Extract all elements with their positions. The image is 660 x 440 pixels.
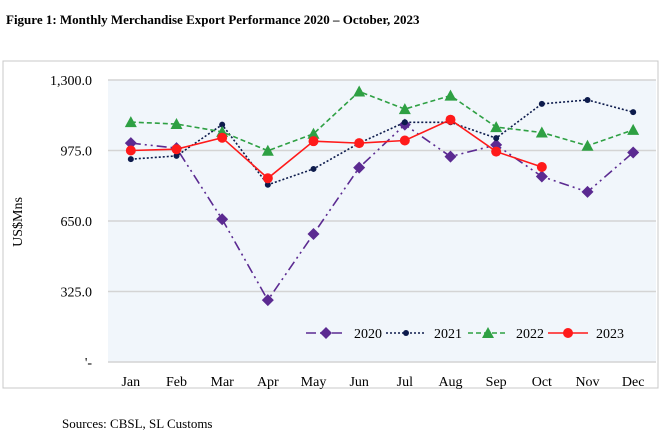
data-point xyxy=(581,139,594,151)
data-point xyxy=(124,137,137,150)
legend-item-2021: 2021 xyxy=(386,327,462,342)
data-point xyxy=(444,150,457,163)
data-point xyxy=(170,118,183,130)
data-point xyxy=(399,135,410,146)
series-line xyxy=(130,123,634,302)
x-tick-label: Feb xyxy=(166,375,187,390)
data-point xyxy=(173,152,180,159)
data-point xyxy=(563,328,573,338)
x-tick-label: Oct xyxy=(532,375,552,390)
x-tick-label: Mar xyxy=(211,375,235,390)
data-point xyxy=(307,127,320,139)
data-point xyxy=(262,173,273,184)
data-point xyxy=(581,185,594,198)
data-point xyxy=(493,135,500,142)
legend-item-2022: 2022 xyxy=(468,327,544,342)
data-point xyxy=(627,123,640,135)
y-tick-label: 975.0 xyxy=(61,145,93,160)
series-2023 xyxy=(125,114,547,184)
data-point xyxy=(217,132,228,143)
series-line xyxy=(130,90,634,152)
data-point xyxy=(320,327,332,339)
x-tick-label: Apr xyxy=(257,375,279,390)
data-point xyxy=(490,121,503,133)
data-point xyxy=(627,146,640,159)
legend-label: 2023 xyxy=(596,327,624,342)
data-point xyxy=(216,213,229,226)
y-tick-label: 650.0 xyxy=(61,215,93,230)
data-point xyxy=(445,114,456,125)
data-point xyxy=(261,144,274,156)
x-tick-label: Jun xyxy=(349,375,368,390)
data-point xyxy=(536,161,547,172)
data-point xyxy=(584,96,591,103)
series-2022 xyxy=(124,85,640,156)
data-point xyxy=(219,121,226,128)
data-point xyxy=(127,156,134,163)
data-point xyxy=(398,103,411,115)
x-tick-label: May xyxy=(301,375,327,390)
data-point xyxy=(308,136,319,147)
data-point xyxy=(171,144,182,155)
data-point xyxy=(401,119,408,126)
y-tick-label: 325.0 xyxy=(61,286,93,301)
data-point xyxy=(353,85,366,97)
data-point xyxy=(307,228,320,241)
data-point xyxy=(535,126,548,138)
x-tick-label: Jan xyxy=(121,375,140,390)
data-point xyxy=(353,161,366,174)
x-tick-label: Dec xyxy=(622,375,645,390)
data-point xyxy=(535,170,548,183)
legend-label: 2022 xyxy=(516,327,544,342)
legend-item-2020: 2020 xyxy=(306,327,382,342)
data-point xyxy=(444,89,457,101)
data-point xyxy=(261,294,274,307)
chart-title: Figure 1: Monthly Merchandise Export Per… xyxy=(6,12,420,27)
y-tick-label: '- xyxy=(85,356,93,371)
y-tick-label: 1,300.0 xyxy=(50,74,92,89)
chart-source: Sources: CBSL, SL Customs xyxy=(62,416,213,431)
x-tick-label: Jul xyxy=(397,375,413,390)
data-point xyxy=(124,116,137,128)
data-point xyxy=(630,109,637,116)
data-point xyxy=(482,327,494,338)
data-point xyxy=(264,181,271,188)
x-tick-label: Sep xyxy=(486,375,507,390)
data-point xyxy=(310,165,317,172)
data-point xyxy=(538,100,545,107)
x-tick-label: Nov xyxy=(575,375,599,390)
legend-item-2023: 2023 xyxy=(548,327,624,342)
legend-label: 2020 xyxy=(354,327,382,342)
data-point xyxy=(354,138,365,149)
data-point xyxy=(403,330,409,336)
data-point xyxy=(491,146,502,157)
y-axis-label: US$Mns xyxy=(11,197,26,247)
data-point xyxy=(125,145,136,156)
series-line xyxy=(130,118,543,180)
legend-label: 2021 xyxy=(434,327,462,342)
x-tick-label: Aug xyxy=(438,375,462,390)
